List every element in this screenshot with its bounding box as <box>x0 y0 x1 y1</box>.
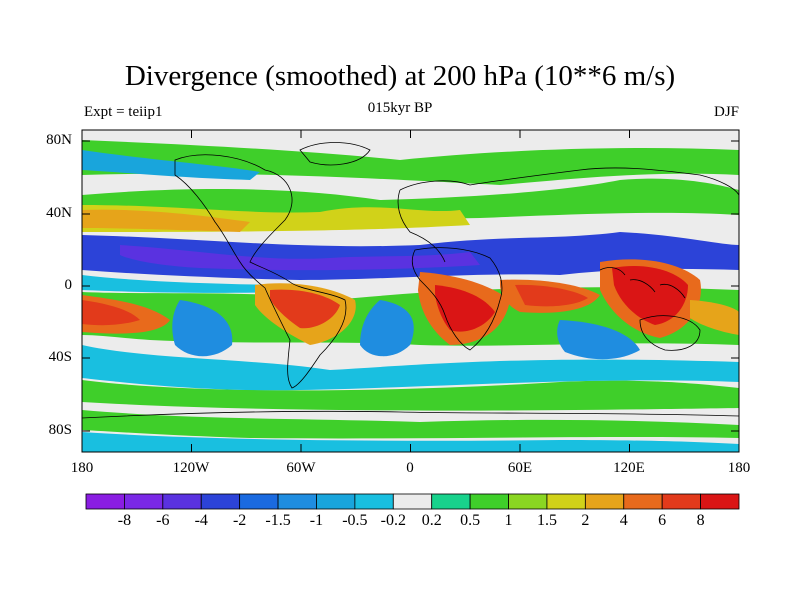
maritime-continent-outline <box>599 267 686 299</box>
colorbar-label: -6 <box>156 512 170 529</box>
colorbar-label: 1 <box>504 512 513 529</box>
antarctica-outline <box>82 410 739 419</box>
region-tropical-indigo <box>120 245 480 271</box>
colorbar-label: 1.5 <box>536 512 557 529</box>
divergence-field <box>82 130 739 452</box>
colorbar-cell <box>623 493 663 510</box>
colorbar-cell <box>546 493 586 510</box>
region-pacific-east-orange <box>690 300 739 335</box>
colorbar-cell <box>431 493 471 510</box>
africa-outline <box>411 247 503 351</box>
region-south-america-red <box>270 289 340 329</box>
region-antarctic-cyan <box>82 432 739 452</box>
lon-label-60e: 60E <box>507 460 533 476</box>
lon-label-60w: 60W <box>286 460 316 476</box>
colorbar-cell <box>392 493 433 510</box>
region-atlantic-blue <box>360 300 414 357</box>
colorbar-label: -0.5 <box>342 512 368 529</box>
region-northern-orange <box>82 209 250 232</box>
colorbar-cell <box>354 493 394 510</box>
region-pacific-red <box>82 300 140 326</box>
region-tropical-cyan <box>82 275 290 293</box>
coastlines <box>82 142 739 419</box>
colorbar-cell <box>508 493 548 510</box>
region-arctic-blue <box>82 150 260 180</box>
lon-label-0: 0 <box>406 460 414 476</box>
colorbar-cell <box>85 493 125 510</box>
colorbar-cell <box>277 493 317 510</box>
eurasia-outline <box>397 167 739 263</box>
australia-outline <box>639 315 701 351</box>
colorbar-label: 6 <box>658 512 667 529</box>
region-antarctic-green <box>82 410 739 439</box>
lat-label-40s: 40S <box>48 349 72 365</box>
lat-label-0: 0 <box>64 277 73 293</box>
region-pacific-blue <box>172 300 233 357</box>
experiment-label: Expt = teiip1 <box>84 104 163 120</box>
colorbar-cell <box>469 493 509 510</box>
colorbar-cell <box>200 493 241 510</box>
region-africa-red <box>435 285 495 332</box>
lon-label-120e: 120E <box>613 460 645 476</box>
map-title: Divergence (smoothed) at 200 hPa (10**6 … <box>124 60 676 92</box>
colorbar-cell <box>162 493 202 510</box>
colorbar-cell <box>584 493 625 510</box>
colorbar-label: 4 <box>619 512 628 529</box>
colorbar-label: -1.5 <box>265 512 291 529</box>
colorbar-cell <box>316 493 356 510</box>
colorbar-cell <box>700 493 740 510</box>
period-label: 015kyr BP <box>367 100 433 116</box>
colorbar-cell <box>661 493 701 510</box>
colorbar-label: -1 <box>309 512 324 529</box>
colorbar-label: -0.2 <box>380 512 406 529</box>
lon-label-180e: 180 <box>727 460 751 476</box>
colorbar-cell <box>124 493 164 510</box>
lon-label-180w: 180 <box>70 460 94 476</box>
colorbar-label: 0.5 <box>460 512 481 529</box>
region-southern-green <box>82 380 739 411</box>
colorbar-label: -4 <box>194 512 208 529</box>
americas-outline <box>174 154 347 389</box>
axis-ticks <box>81 130 740 452</box>
colorbar-label: 0.2 <box>421 512 442 529</box>
region-southern-cyan <box>82 345 739 391</box>
region-indian-ocean-red <box>515 284 588 307</box>
region-maritime-red <box>612 265 688 325</box>
colorbar-label: 2 <box>581 512 590 529</box>
colorbar-label: 8 <box>696 512 705 529</box>
colorbar-label: -8 <box>117 512 132 529</box>
lat-label-80n: 80N <box>46 132 72 148</box>
region-northern-green <box>82 178 739 222</box>
lon-label-120w: 120W <box>172 460 210 476</box>
lat-label-40n: 40N <box>46 205 72 221</box>
region-indian-blue <box>557 320 640 360</box>
lat-label-80s: 80S <box>48 422 72 438</box>
greenland-outline <box>299 142 371 166</box>
colorbar-cell <box>239 493 279 510</box>
colorbar <box>85 493 740 510</box>
colorbar-label: -2 <box>232 512 247 529</box>
season-label: DJF <box>713 104 739 120</box>
